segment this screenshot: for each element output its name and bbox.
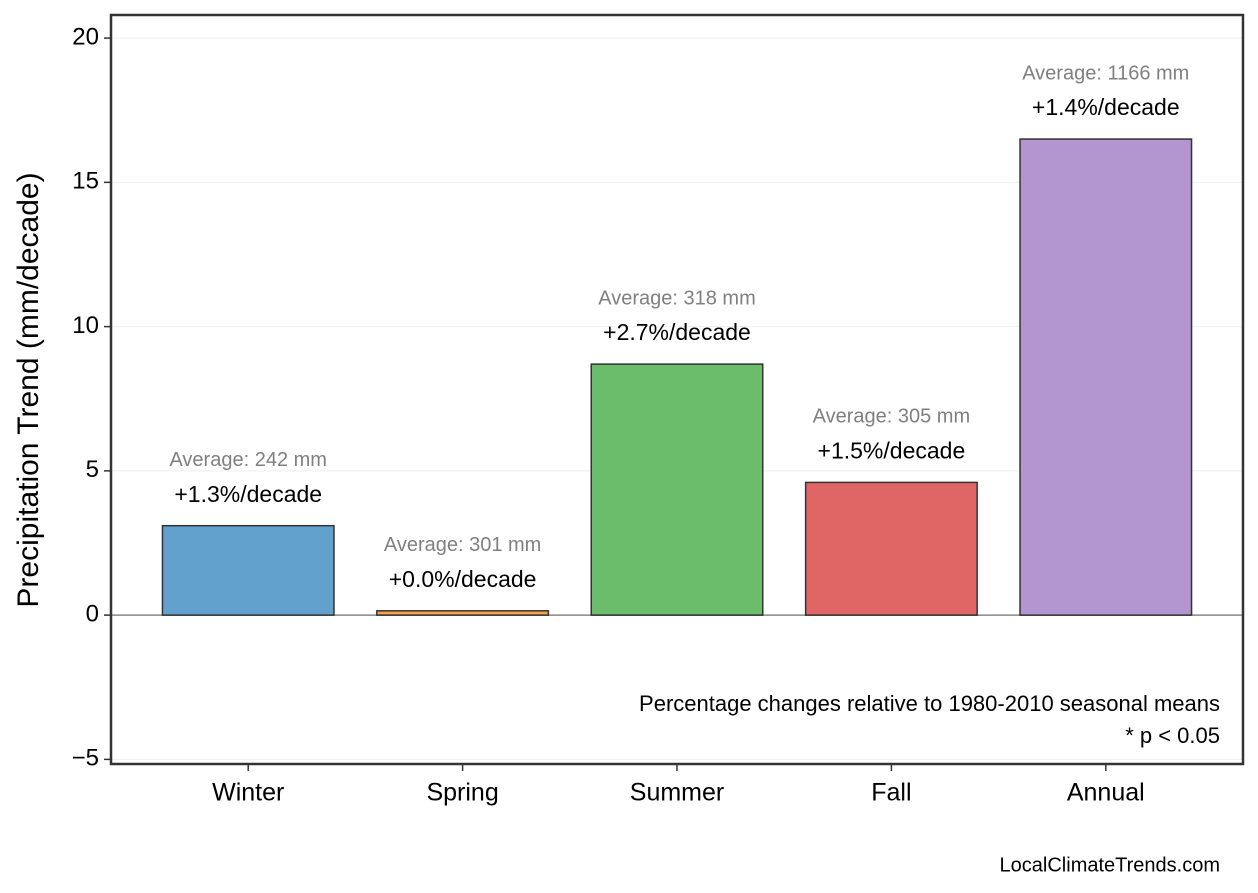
- y-tick-label: 0: [86, 600, 99, 627]
- plot-frame: [109, 13, 1245, 766]
- percent-label: +1.5%/decade: [818, 437, 966, 463]
- x-tick-label: Summer: [630, 779, 724, 807]
- average-label: Average: 305 mm: [813, 406, 971, 428]
- percent-label: +0.0%/decade: [389, 566, 537, 592]
- note: Percentage changes relative to 1980-2010…: [639, 691, 1220, 716]
- x-tick-label: Spring: [426, 779, 498, 807]
- bar: [590, 363, 764, 616]
- bar: [161, 524, 335, 616]
- y-tick-label: −5: [72, 745, 99, 772]
- average-label: Average: 242 mm: [169, 449, 327, 471]
- bar: [804, 481, 978, 616]
- source: LocalClimateTrends.com: [1000, 854, 1220, 876]
- x-tick-label: Fall: [871, 779, 911, 807]
- bar: [1019, 138, 1193, 616]
- bar: [376, 610, 550, 616]
- x-tick-label: Winter: [212, 779, 284, 807]
- average-label: Average: 1166 mm: [1022, 62, 1189, 84]
- y-tick-label: 15: [72, 168, 99, 195]
- y-tick-label: 20: [72, 23, 99, 50]
- x-tick-label: Annual: [1067, 779, 1145, 807]
- average-label: Average: 318 mm: [598, 287, 756, 309]
- percent-label: +2.7%/decade: [603, 319, 751, 345]
- y-tick-label: 5: [86, 456, 99, 483]
- note: * p < 0.05: [1125, 723, 1220, 748]
- y-tick-label: 10: [72, 312, 99, 339]
- percent-label: +1.3%/decade: [174, 481, 322, 507]
- average-label: Average: 301 mm: [384, 534, 542, 556]
- percent-label: +1.4%/decade: [1032, 94, 1180, 120]
- y-axis-label: Precipitation Trend (mm/decade): [12, 172, 45, 607]
